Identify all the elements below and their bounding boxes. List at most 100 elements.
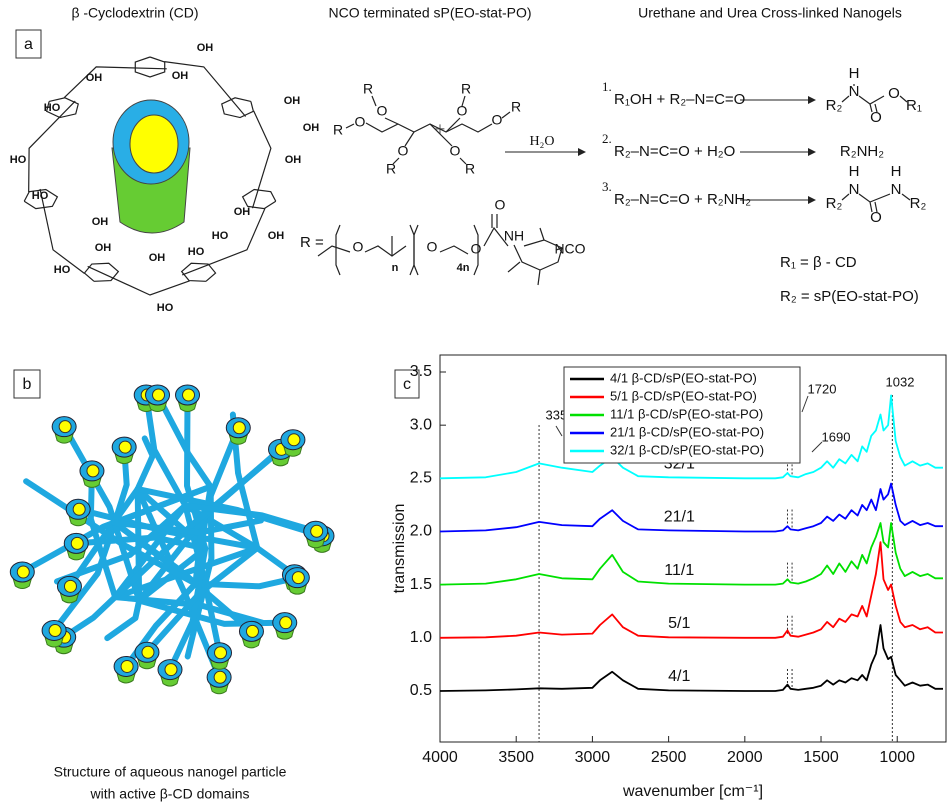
- bond: [440, 246, 468, 254]
- hydroxyl-label: OH: [149, 252, 166, 264]
- bond: [538, 270, 540, 285]
- bond: [859, 194, 890, 202]
- product-atom: R₂NH₂: [840, 143, 884, 160]
- x-tick-label: 2500: [651, 749, 687, 766]
- atom-label: R: [461, 81, 471, 97]
- atom-label: O: [471, 241, 482, 257]
- bond: [540, 228, 544, 240]
- atom-label: O: [495, 197, 506, 213]
- atom-label: R: [333, 122, 343, 138]
- hydroxyl-label: OH: [268, 230, 285, 242]
- hydroxyl-label: OH: [86, 72, 103, 84]
- marker-pointer: [812, 442, 822, 452]
- bond: [502, 112, 510, 118]
- product-atom: N: [849, 181, 860, 198]
- bond: [64, 67, 167, 98]
- panel-label: a: [24, 36, 33, 53]
- cd-cavity: [215, 647, 227, 659]
- x-tick-label: 1500: [803, 749, 839, 766]
- cd-cavity: [153, 389, 165, 401]
- atom-label: O: [492, 112, 503, 128]
- hydroxyl-label: HO: [44, 102, 61, 114]
- cd-cavity: [142, 646, 154, 658]
- x-tick-label: 3500: [498, 749, 534, 766]
- bond: [365, 246, 406, 256]
- water: H₂O: [529, 134, 554, 149]
- hydroxyl-label: HO: [188, 246, 205, 258]
- atom-label: O: [377, 103, 388, 119]
- product-atom: H: [891, 163, 902, 180]
- product-atom: H: [849, 65, 860, 82]
- bond: [414, 225, 418, 275]
- product-atom: R₁: [906, 97, 922, 114]
- curve-label: 4/1: [668, 668, 690, 685]
- cd-cavity: [246, 625, 258, 637]
- atom-label: R: [465, 161, 475, 177]
- cd-cavity: [17, 566, 29, 578]
- x-axis-label: wavenumber [cm⁻¹]: [622, 783, 763, 800]
- y-tick-label: 0.5: [410, 682, 432, 699]
- marker-label: 1032: [886, 374, 915, 389]
- caption: with active β-CD domains: [90, 786, 250, 802]
- cd-cavity: [165, 664, 177, 676]
- product-atom: H: [849, 163, 860, 180]
- y-tick-label: 1.5: [410, 576, 432, 593]
- product-atom: R₂: [826, 97, 843, 114]
- legend-label: 21/1 β-CD/sP(EO-stat-PO): [610, 424, 764, 439]
- marker-pointer: [556, 426, 562, 436]
- reaction-number: 3.: [602, 179, 612, 194]
- heading: NCO terminated sP(EO-stat-PO): [328, 5, 531, 21]
- hydroxyl-label: OH: [197, 42, 214, 54]
- reaction-arrows: [740, 96, 816, 204]
- bond: [252, 111, 270, 208]
- product-atom: N: [891, 181, 902, 198]
- bond: [405, 132, 414, 146]
- atom-label: NH: [504, 228, 524, 244]
- y-tick-label: 1.0: [410, 629, 432, 646]
- cd-cavity: [119, 441, 131, 453]
- cd-cavity: [49, 624, 61, 636]
- reactants: R₂–N=C=O + R₂NH₂: [614, 191, 751, 208]
- bond: [346, 124, 354, 128]
- r-definition: R =: [300, 234, 324, 251]
- product-atom: R₂: [910, 195, 927, 212]
- curve-label: 11/1: [664, 562, 694, 579]
- marker-label: 1690: [822, 429, 851, 444]
- spectrum-line: [440, 542, 943, 638]
- polymer-strand: [107, 601, 139, 639]
- arrow-head: [578, 148, 586, 156]
- curve-label: 21/1: [664, 509, 695, 526]
- atom-label: R: [363, 81, 373, 97]
- bond: [385, 118, 398, 124]
- hydroxyl-label: HO: [212, 230, 229, 242]
- atom-label: O: [427, 239, 438, 255]
- cd-cavity: [280, 617, 292, 629]
- definition: R₂ = sP(EO-stat-PO): [780, 288, 919, 305]
- x-tick-label: 3000: [575, 749, 611, 766]
- cd-cavity: [183, 389, 195, 401]
- curve-label: 5/1: [668, 615, 690, 632]
- heading: β -Cyclodextrin (CD): [71, 5, 198, 21]
- hydroxyl-label: OH: [234, 206, 251, 218]
- x-tick-label: 1000: [879, 749, 915, 766]
- cd-cavity: [288, 434, 300, 446]
- y-tick-label: 2.5: [410, 470, 432, 487]
- x-tick-label: 2000: [727, 749, 763, 766]
- legend-label: 5/1 β-CD/sP(EO-stat-PO): [610, 388, 757, 403]
- y-axis-label: transmission: [391, 504, 408, 594]
- caption: Structure of aqueous nanogel particle: [54, 764, 287, 780]
- polymer-strand: [138, 438, 153, 489]
- cd-cavity: [87, 465, 99, 477]
- bond: [372, 96, 376, 106]
- cd-cavity: [233, 422, 245, 434]
- hydroxyl-label: HO: [32, 190, 49, 202]
- bond: [135, 57, 164, 77]
- hydroxyl-label: OH: [284, 95, 301, 107]
- bond: [508, 262, 520, 272]
- legend-label: 11/1 β-CD/sP(EO-stat-PO): [610, 406, 763, 421]
- bond: [182, 263, 216, 281]
- marker-pointer: [802, 396, 808, 412]
- heading: Urethane and Urea Cross-linked Nanogels: [638, 5, 902, 21]
- cd-cavity: [292, 572, 304, 584]
- hydroxyl-label: HO: [54, 264, 71, 276]
